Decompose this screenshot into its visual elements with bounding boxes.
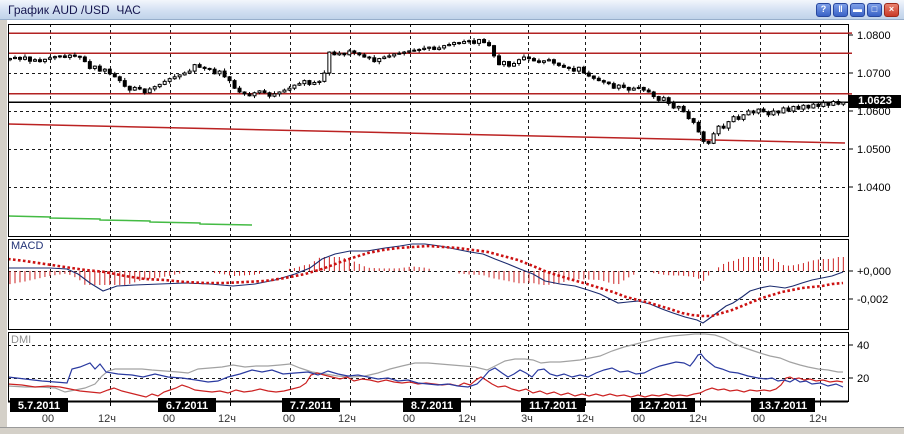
svg-text:00: 00 bbox=[403, 413, 415, 425]
vertical-gridlines bbox=[50, 24, 821, 401]
svg-text:13.7.2011: 13.7.2011 bbox=[759, 400, 807, 412]
svg-text:6.7.2011: 6.7.2011 bbox=[166, 400, 208, 412]
svg-text:1.0600: 1.0600 bbox=[857, 106, 891, 118]
macd-indicator bbox=[7, 243, 844, 324]
current-price-box: 1.0623 bbox=[849, 95, 901, 108]
svg-text:3ч: 3ч bbox=[521, 413, 533, 425]
svg-text:12ч: 12ч bbox=[338, 413, 356, 425]
green-line bbox=[7, 215, 253, 226]
svg-text:-0,002: -0,002 bbox=[857, 294, 888, 306]
svg-text:00: 00 bbox=[163, 413, 175, 425]
help-button[interactable]: ? bbox=[816, 3, 831, 17]
window-titlebar[interactable]: График AUD /USD ЧАС ? ‖ ▬ □ × bbox=[0, 0, 904, 20]
svg-text:1.0400: 1.0400 bbox=[857, 182, 891, 194]
window-frame-bottom bbox=[0, 427, 904, 434]
horizontal-gridlines bbox=[8, 73, 848, 379]
window-buttons: ? ‖ ▬ □ × bbox=[816, 3, 899, 17]
svg-text:1.0800: 1.0800 bbox=[857, 30, 891, 42]
dmi-indicator bbox=[7, 333, 844, 398]
svg-text:+0,000: +0,000 bbox=[857, 266, 891, 278]
time-axis: 5.7.2011 6.7.2011 7.7.2011 8.7.2011 11.7.201… bbox=[8, 398, 848, 425]
svg-text:00: 00 bbox=[753, 413, 765, 425]
svg-text:00: 00 bbox=[283, 413, 295, 425]
svg-text:11.7.2011: 11.7.2011 bbox=[529, 400, 577, 412]
svg-text:00: 00 bbox=[633, 413, 645, 425]
panel-borders bbox=[8, 24, 849, 402]
svg-text:8.7.2011: 8.7.2011 bbox=[411, 400, 453, 412]
svg-text:5.7.2011: 5.7.2011 bbox=[18, 400, 60, 412]
svg-text:20: 20 bbox=[857, 373, 869, 385]
svg-text:12ч: 12ч bbox=[576, 413, 594, 425]
pause-button[interactable]: ‖ bbox=[833, 3, 848, 17]
svg-text:12ч: 12ч bbox=[98, 413, 116, 425]
candles bbox=[8, 38, 846, 145]
svg-text:1.0500: 1.0500 bbox=[857, 144, 891, 156]
window-title: График AUD /USD ЧАС bbox=[8, 2, 141, 17]
svg-text:40: 40 bbox=[857, 340, 869, 352]
close-button[interactable]: × bbox=[884, 3, 899, 17]
svg-text:12ч: 12ч bbox=[809, 413, 827, 425]
svg-text:12.7.2011: 12.7.2011 bbox=[639, 400, 687, 412]
svg-text:12ч: 12ч bbox=[458, 413, 476, 425]
svg-text:12ч: 12ч bbox=[218, 413, 236, 425]
svg-text:00: 00 bbox=[42, 413, 54, 425]
svg-text:12ч: 12ч bbox=[689, 413, 707, 425]
svg-text:1.0700: 1.0700 bbox=[857, 68, 891, 80]
minimize-button[interactable]: ▬ bbox=[850, 3, 865, 17]
maximize-button[interactable]: □ bbox=[867, 3, 882, 17]
price-axis: 1.0800 1.0700 1.0600 1.0500 1.0400 +0,000 -0,0… bbox=[848, 30, 891, 385]
price-levels bbox=[8, 32, 848, 103]
svg-text:7.7.2011: 7.7.2011 bbox=[290, 400, 332, 412]
